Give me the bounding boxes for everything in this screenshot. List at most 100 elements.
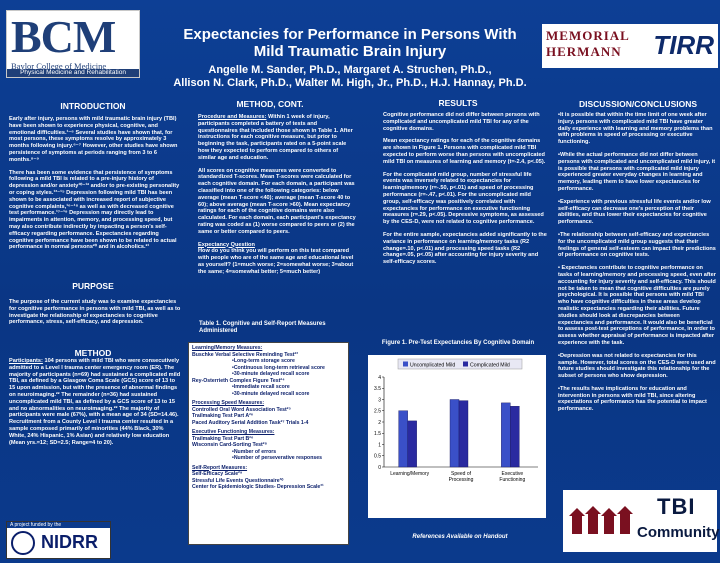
table-row: •30-minute delayed recall score: [232, 371, 310, 377]
legend-label: Complicated Mild: [470, 363, 510, 369]
bar: [398, 410, 408, 468]
discussion-point: •Experience with previous stressful life…: [558, 198, 711, 226]
discussion-point: •The results have implications for educa…: [558, 385, 707, 413]
expectancy-chart-svg: Uncomplicated Mild Complicated Mild 0 0.5 1 1…: [374, 358, 538, 483]
table-category-executive: Executive Functioning Measures:: [192, 429, 275, 435]
results-heading: RESULTS: [438, 98, 478, 108]
table-row: Trailmaking Test Part B²⁶: [192, 435, 254, 442]
table-row: Controlled Oral Word Association Test²⁵: [192, 406, 291, 413]
participants-text: 104 persons with mild TBI who were conse…: [9, 358, 181, 446]
table-row: Trailmaking Test Part A²⁶: [192, 413, 254, 419]
scores-paragraph: All scores on cognitive measures were co…: [198, 167, 356, 235]
bcm-logo-dept: Physical Medicine and Rehabilitation: [7, 69, 139, 77]
introduction-body: Early after injury, persons with mild tr…: [9, 116, 181, 257]
x-tick-label: Functioning: [499, 477, 525, 483]
y-tick-label: 3: [378, 397, 381, 403]
figure-title: Figure 1. Pre-Test Expectancies By Cogni…: [381, 340, 535, 346]
expectancy-text: How do you think you will perform on thi…: [198, 248, 354, 275]
discussion-point: •It is possible that within the time lim…: [558, 112, 713, 146]
chart-legend: [397, 358, 523, 370]
purpose-paragraph: The purpose of the current study was to …: [9, 299, 181, 326]
table-row: Center for Epidemiologic Studies- Depres…: [192, 484, 324, 490]
bar: [407, 420, 417, 468]
bar: [501, 402, 511, 468]
discussion-heading: DISCUSSION/CONCLUSIONS: [578, 99, 698, 109]
table-row: •30-minute delayed recall score: [232, 390, 310, 397]
discussion-point: • Expectancies contribute to cognitive p…: [558, 265, 716, 346]
legend-swatch: [403, 361, 408, 367]
legend-label: Uncomplicated Mild: [410, 363, 455, 369]
table-row: •Immediate recall score: [232, 384, 290, 390]
results-paragraph-1: Cognitive performance did not differ bet…: [383, 112, 540, 132]
y-tick-label: 1.5: [374, 431, 381, 437]
tirr-text: TIRR: [653, 30, 714, 60]
purpose-body: The purpose of the current study was to …: [9, 299, 181, 332]
significance-annotation: *p<.05: [399, 399, 414, 405]
y-tick-label: 1: [378, 442, 381, 448]
method-cont-heading: METHOD, CONT.: [236, 99, 304, 109]
results-paragraph-3: For the complicated mild group, number o…: [383, 171, 544, 226]
table-row: Paced Auditory Serial Addition Task²⁷ Tr…: [192, 419, 309, 426]
bcm-logo-name: Baylor College of Medicine: [11, 61, 107, 71]
tbi-text: TBI: [657, 494, 696, 519]
table-row: Stressful Life Events Questionnaire³⁰: [192, 477, 284, 484]
introduction-heading: INTRODUCTION: [60, 101, 126, 111]
nidrr-emblem-icon: [11, 531, 35, 555]
authors-line-1: Angelle M. Sander, Ph.D., Margaret A. St…: [208, 64, 492, 76]
procedure-label: Procedure and Measures:: [198, 114, 267, 120]
bcm-logo: BCM Baylor College of Medicine Physical …: [6, 10, 140, 78]
houses-icon: [569, 506, 633, 534]
intro-paragraph-1: Early after injury, persons with mild tr…: [9, 116, 178, 163]
table-row: Buschke Verbal Selective Reminding Test²…: [192, 351, 298, 358]
table-row: •Number of errors: [232, 448, 277, 455]
results-body: Cognitive performance did not differ bet…: [383, 112, 547, 272]
expectancy-chart: Uncomplicated Mild Complicated Mild 0 0.5 1 1…: [368, 355, 546, 518]
y-tick-label: 4: [378, 375, 381, 381]
table-row: Self-Efficacy Scale²⁹: [192, 471, 243, 477]
x-tick-label: Executive: [501, 471, 523, 477]
legend-swatch: [463, 361, 468, 367]
x-tick-label: Processing: [449, 477, 474, 483]
community-text: Community: [637, 524, 720, 541]
authors: Angelle M. Sander, Ph.D., Margaret A. St…: [160, 64, 540, 90]
tbi-community-logo: TBI Community: [563, 490, 720, 552]
discussion-point: •Depression was not related to expectanc…: [558, 352, 716, 380]
y-tick-label: 0: [378, 465, 381, 471]
table-category-self-report: Self-Report Measures:: [192, 464, 248, 471]
table-row: Rey-Osterrieth Complex Figure Test²⁴: [192, 377, 285, 384]
y-tick-label: 2: [378, 420, 381, 426]
title-line-1: Expectancies for Performance in Persons …: [183, 26, 517, 43]
funded-by-label: A project funded by the: [7, 522, 110, 528]
bcm-logo-letters: BCM: [11, 11, 116, 62]
bar: [449, 399, 460, 468]
procedure-text: Within 1 week of injury, participants co…: [198, 114, 353, 161]
references-note: References Available on Handout: [412, 534, 508, 540]
method-body: Participants: 104 persons with mild TBI …: [9, 358, 181, 452]
expectancy-paragraph: Expectancy Question How do you think you …: [198, 242, 356, 276]
intro-paragraph-2: There has been some evidence that persis…: [9, 169, 180, 251]
table-row: •Continuous long-term retrieval score: [232, 364, 325, 371]
nidrr-logo: A project funded by the NIDRR: [6, 521, 111, 559]
bar: [458, 400, 469, 468]
bar: [510, 406, 520, 468]
participants-label: Participants:: [9, 358, 43, 364]
table-row: Wisconsin Card-Sorting Test²⁸: [192, 442, 267, 448]
purpose-heading: PURPOSE: [72, 281, 114, 291]
table-row: •Long-term storage score: [232, 358, 295, 364]
table-category-speed: Processing Speed Measures:: [192, 400, 265, 406]
authors-line-2: Allison N. Clark, Ph.D., Walter M. High,…: [173, 77, 527, 89]
memorial-hermann-tirr-logo: MEMORIAL HERMANN TIRR: [542, 24, 718, 68]
discussion-point: •While the actual performance did not di…: [558, 151, 716, 192]
expectancy-label: Expectancy Question: [198, 241, 255, 248]
table-row: •Number of perseverative responses: [232, 455, 323, 461]
measures-table: Learning/Memory Measures: Buschke Verbal…: [188, 342, 349, 545]
poster-title: Expectancies for Performance in Persons …: [160, 26, 540, 60]
x-tick-label: Learning/Memory: [390, 471, 429, 477]
y-tick-label: 2.5: [374, 409, 381, 415]
nidrr-text: NIDRR: [41, 532, 98, 552]
y-tick-label: 0.5: [374, 454, 381, 460]
discussion-point: •The relationship between self-efficacy …: [558, 231, 716, 259]
y-tick-label: 3.5: [374, 386, 381, 392]
table-caption: Table 1. Cognitive and Self-Report Measu…: [199, 321, 326, 334]
title-line-2: Mild Traumatic Brain Injury: [253, 43, 447, 60]
